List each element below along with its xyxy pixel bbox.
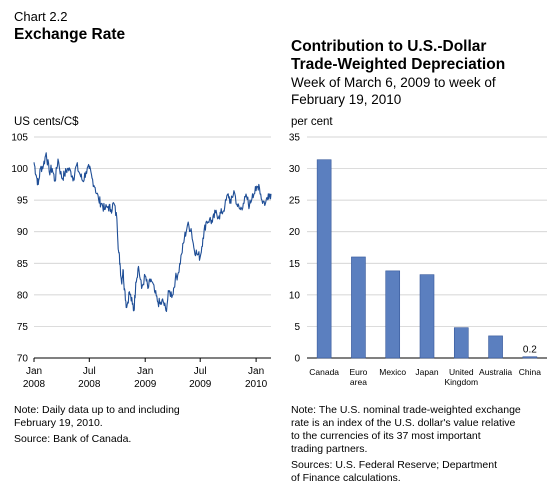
right-chart-title: Contribution to U.S.-Dollar Trade-Weight…	[291, 38, 505, 74]
right-title-line-2: Trade-Weighted Depreciation	[291, 56, 506, 73]
right-sources-line-1: Sources: U.S. Federal Reserve; Departmen…	[291, 459, 498, 471]
right-subtitle-line-1: Week of March 6, 2009 to week of	[291, 75, 496, 90]
x-category-label: Canada	[309, 367, 339, 377]
exchange-rate-line-chart: 70 75 80 85 90 95 100 105 Jan 2008 Jul 2008 Jan 2009 J…	[11, 133, 272, 390]
right-title-line-1: Contribution to U.S.-Dollar	[291, 38, 487, 55]
y-tick-label: 5	[294, 322, 300, 333]
y-tick-label: 75	[17, 322, 29, 333]
right-note-line-1: Note: The U.S. nominal trade-weighted ex…	[291, 404, 521, 416]
x-category-label: Mexico	[379, 367, 406, 377]
x-category-label: Euro	[349, 367, 367, 377]
x-category-label: Kingdom	[445, 377, 479, 387]
x-category-label: area	[350, 377, 367, 387]
exchange-rate-line	[33, 152, 272, 312]
y-tick-label: 20	[289, 227, 301, 238]
x-tick-label: Jul	[83, 366, 96, 377]
y-tick-label: 0	[294, 354, 300, 365]
left-note: Note: Daily data up to and including Feb…	[14, 404, 180, 446]
y-tick-label: 85	[17, 259, 29, 270]
y-tick-label: 80	[17, 290, 29, 301]
right-note-line-2: rate is an index of the U.S. dollar's va…	[291, 417, 516, 429]
bar	[385, 270, 401, 359]
x-tick-label: Jul	[194, 366, 207, 377]
chart-number-label: Chart 2.2	[14, 9, 68, 24]
left-unit-label: US cents/C$	[14, 116, 79, 128]
right-note-line-3: to the currencies of its 37 most importa…	[291, 430, 481, 442]
y-tick-label: 30	[289, 164, 301, 175]
x-category-label: Japan	[415, 367, 438, 377]
y-tick-label: 95	[17, 196, 29, 207]
right-subtitle-line-2: February 19, 2010	[291, 92, 402, 107]
x-category-label: Australia	[479, 367, 512, 377]
y-tick-label: 100	[11, 164, 28, 175]
right-unit-label: per cent	[291, 116, 333, 128]
right-sources-line-2: of Finance calculations.	[291, 472, 401, 484]
y-tick-label: 35	[289, 133, 301, 144]
x-tick-label: Jan	[248, 366, 264, 377]
bar	[316, 159, 332, 359]
left-note-line-1: Note: Daily data up to and including	[14, 404, 180, 416]
right-note-line-4: trading partners.	[291, 443, 368, 455]
x-category-label: China	[519, 367, 541, 377]
x-tick-label: 2008	[23, 379, 46, 390]
right-chart-subtitle: Week of March 6, 2009 to week of Februar…	[291, 74, 496, 108]
bar	[488, 335, 503, 359]
x-tick-label: 2010	[245, 379, 268, 390]
y-tick-label: 25	[289, 196, 301, 207]
bar	[351, 256, 366, 359]
right-note: Note: The U.S. nominal trade-weighted ex…	[291, 404, 521, 485]
x-tick-label: Jan	[137, 366, 153, 377]
left-chart-title: Exchange Rate	[14, 26, 126, 43]
bar	[522, 356, 538, 359]
y-tick-label: 70	[17, 354, 29, 365]
x-tick-label: Jan	[26, 366, 42, 377]
x-tick-label: 2009	[134, 379, 157, 390]
y-tick-label: 90	[17, 227, 29, 238]
bar	[419, 274, 435, 359]
y-tick-label: 10	[289, 290, 301, 301]
x-category-label: United	[449, 367, 474, 377]
bar	[453, 327, 469, 359]
x-tick-label: 2009	[189, 379, 212, 390]
left-source: Source: Bank of Canada.	[14, 433, 132, 445]
y-tick-label: 105	[11, 133, 28, 144]
x-tick-label: 2008	[78, 379, 101, 390]
left-note-line-2: February 19, 2010.	[14, 417, 103, 429]
bar-data-label: 0.2	[523, 345, 537, 356]
y-tick-label: 15	[289, 259, 301, 270]
